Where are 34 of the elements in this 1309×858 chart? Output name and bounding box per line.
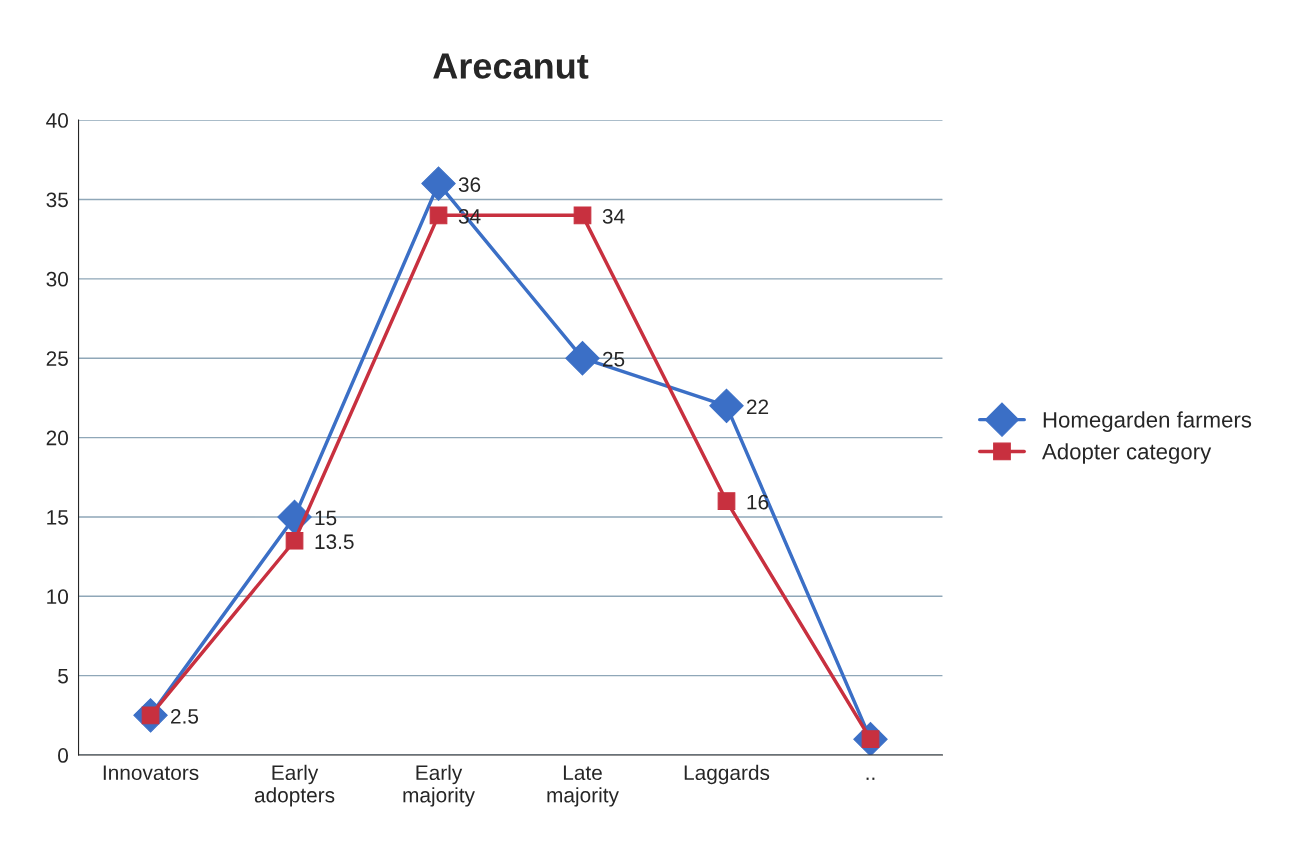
y-tick-label: 35 [46, 192, 68, 208]
data-label: 36 [458, 177, 481, 192]
legend-label: Adopter category [1042, 443, 1212, 464]
data-label: 2.5 [171, 708, 199, 724]
x-tick-label: Early adopters [254, 764, 335, 807]
data-label: 34 [602, 208, 625, 224]
y-tick-label: 10 [47, 589, 69, 605]
point [421, 166, 456, 201]
y-tick-label: 30 [46, 271, 69, 287]
legend-label: Homegarden farmers [1043, 411, 1252, 433]
data-label: 25 [603, 351, 625, 367]
x-tick-label: Innovators [103, 765, 199, 781]
point [709, 388, 744, 424]
data-label: 22 [746, 399, 769, 414]
data-label: 34 [458, 208, 481, 224]
x-tick-label: .. [866, 777, 875, 780]
x-tick-label: Laggards [684, 764, 770, 785]
x-tick-label: Late majority [547, 765, 619, 807]
point [565, 341, 600, 376]
data-label: 16 [747, 494, 769, 510]
x-tick-label: Early majority [403, 764, 475, 807]
point [717, 492, 736, 510]
point [285, 531, 304, 550]
y-tick-label: 5 [58, 668, 68, 684]
y-tick-label: 0 [58, 748, 68, 763]
data-label: 15 [315, 510, 337, 526]
point [429, 206, 448, 225]
y-tick-label: 15 [47, 510, 68, 525]
chart-title: Arecanut [433, 53, 589, 79]
y-tick-label: 25 [46, 351, 68, 366]
point [573, 206, 592, 225]
data-label: 13.5 [315, 534, 354, 550]
y-tick-label: 40 [46, 113, 69, 128]
y-tick-label: 20 [46, 430, 69, 446]
